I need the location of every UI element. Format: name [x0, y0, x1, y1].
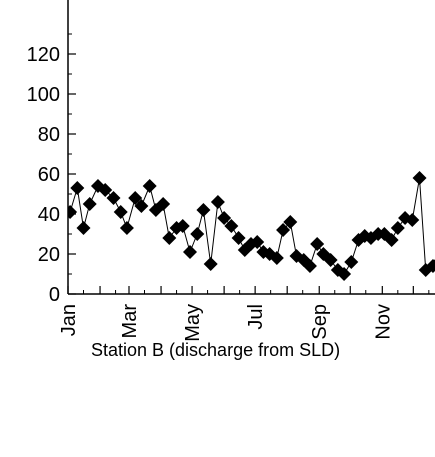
x-tick-label: May	[182, 304, 204, 342]
y-tick-label: 0	[49, 284, 60, 306]
y-tick-label: 60	[38, 164, 60, 186]
data-point	[76, 221, 91, 235]
data-point	[134, 199, 149, 213]
data-point	[384, 233, 399, 247]
x-tick-label: Jul	[245, 304, 267, 330]
data-point	[210, 195, 225, 209]
data-point	[269, 251, 284, 265]
data-point	[203, 257, 218, 271]
data-point	[224, 219, 239, 233]
data-point	[119, 221, 134, 235]
data-point	[156, 197, 171, 211]
data-point	[344, 255, 359, 269]
y-tick-label: 40	[38, 204, 60, 226]
y-tick-label: 20	[38, 244, 60, 266]
data-point	[190, 227, 205, 241]
data-point	[405, 213, 420, 227]
y-tick-label: 120	[27, 44, 60, 66]
data-point	[98, 183, 113, 197]
x-tick-label: Sep	[309, 304, 331, 340]
y-tick-label: 80	[38, 124, 60, 146]
data-point	[128, 191, 143, 205]
data-point	[175, 219, 190, 233]
data-point	[276, 223, 291, 237]
data-point	[337, 267, 352, 281]
data-point	[196, 203, 211, 217]
x-tick-label: Nov	[372, 304, 394, 340]
x-axis-ticks: Jan Mar May Jul Sep Nov	[58, 286, 430, 342]
data-point	[106, 191, 121, 205]
data-point	[310, 237, 325, 251]
plot-area	[68, 171, 435, 281]
data-point	[390, 221, 405, 235]
data-point	[68, 205, 78, 219]
data-point	[283, 215, 298, 229]
y-tick-label: 100	[27, 84, 60, 106]
chart-annotation: Station B (discharge from SLD)	[91, 340, 340, 360]
x-tick-label: Jan	[58, 304, 80, 336]
data-point	[231, 231, 246, 245]
data-point	[217, 211, 232, 225]
data-point	[302, 259, 317, 273]
data-point	[70, 181, 85, 195]
data-point	[412, 171, 427, 185]
data-point	[82, 197, 97, 211]
data-point	[432, 259, 435, 265]
data-point	[162, 231, 177, 245]
data-point	[113, 205, 128, 219]
y-axis-ticks: 0 20 40 60 80 100 120	[27, 33, 76, 306]
data-point	[250, 235, 265, 249]
series-points-group	[68, 171, 435, 281]
x-tick-label: Mar	[119, 304, 141, 339]
data-point	[142, 179, 157, 193]
data-point	[323, 253, 338, 267]
data-point	[183, 245, 197, 259]
